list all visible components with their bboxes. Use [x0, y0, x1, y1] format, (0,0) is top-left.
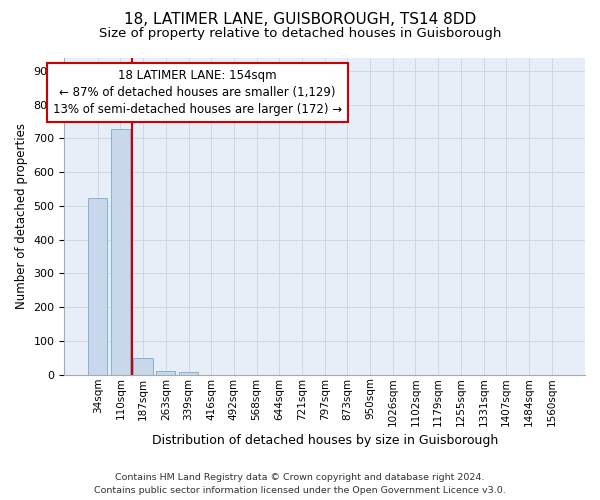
Text: 18 LATIMER LANE: 154sqm
← 87% of detached houses are smaller (1,129)
13% of semi: 18 LATIMER LANE: 154sqm ← 87% of detache… [53, 68, 342, 116]
Text: Size of property relative to detached houses in Guisborough: Size of property relative to detached ho… [99, 28, 501, 40]
Text: 18, LATIMER LANE, GUISBOROUGH, TS14 8DD: 18, LATIMER LANE, GUISBOROUGH, TS14 8DD [124, 12, 476, 28]
Text: Contains HM Land Registry data © Crown copyright and database right 2024.
Contai: Contains HM Land Registry data © Crown c… [94, 473, 506, 495]
Bar [88, 198, 107, 374]
Bar [111, 130, 130, 374]
X-axis label: Distribution of detached houses by size in Guisborough: Distribution of detached houses by size … [152, 434, 498, 448]
Y-axis label: Number of detached properties: Number of detached properties [15, 123, 28, 309]
Bar [179, 372, 198, 374]
Bar [156, 370, 175, 374]
Bar [133, 358, 153, 374]
